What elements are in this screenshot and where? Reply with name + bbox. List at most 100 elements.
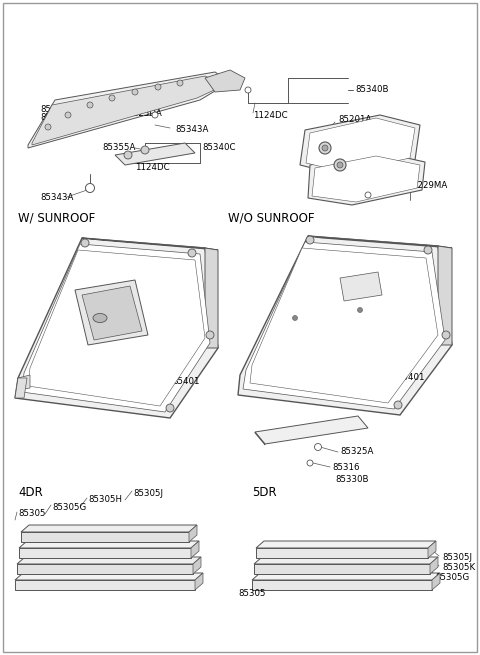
Text: 85305J: 85305J bbox=[442, 553, 472, 563]
Text: 85201A: 85201A bbox=[338, 115, 372, 124]
Polygon shape bbox=[15, 580, 195, 590]
Circle shape bbox=[152, 112, 158, 118]
Circle shape bbox=[292, 316, 298, 320]
Circle shape bbox=[81, 239, 89, 247]
Polygon shape bbox=[19, 541, 199, 548]
Circle shape bbox=[358, 307, 362, 312]
Polygon shape bbox=[308, 152, 425, 205]
Text: 85340C: 85340C bbox=[202, 143, 236, 153]
Circle shape bbox=[124, 151, 132, 159]
Text: 1229MA: 1229MA bbox=[412, 181, 447, 189]
Polygon shape bbox=[432, 573, 440, 590]
Polygon shape bbox=[243, 242, 445, 409]
Text: 85305K: 85305K bbox=[442, 563, 475, 572]
Circle shape bbox=[334, 159, 346, 171]
Polygon shape bbox=[238, 236, 452, 415]
Polygon shape bbox=[21, 525, 197, 532]
Polygon shape bbox=[340, 272, 382, 301]
Circle shape bbox=[307, 460, 313, 466]
Circle shape bbox=[206, 331, 214, 339]
Circle shape bbox=[166, 404, 174, 412]
Polygon shape bbox=[17, 564, 193, 574]
Text: 85202A: 85202A bbox=[362, 143, 396, 151]
Polygon shape bbox=[82, 238, 218, 250]
Circle shape bbox=[337, 162, 343, 168]
Polygon shape bbox=[252, 573, 440, 580]
Polygon shape bbox=[308, 236, 452, 248]
Circle shape bbox=[319, 142, 331, 154]
Polygon shape bbox=[15, 238, 218, 418]
Text: 1124DC: 1124DC bbox=[135, 162, 169, 172]
Polygon shape bbox=[205, 70, 245, 92]
Text: 85350A: 85350A bbox=[40, 105, 73, 115]
Polygon shape bbox=[300, 115, 420, 175]
Polygon shape bbox=[18, 375, 30, 390]
Ellipse shape bbox=[93, 314, 107, 322]
Circle shape bbox=[322, 145, 328, 151]
Polygon shape bbox=[191, 541, 199, 558]
Text: 85235: 85235 bbox=[355, 134, 383, 143]
Text: 85316: 85316 bbox=[332, 462, 360, 472]
Text: 85340B: 85340B bbox=[355, 86, 388, 94]
Circle shape bbox=[245, 87, 251, 93]
Polygon shape bbox=[256, 548, 428, 558]
Text: 85305: 85305 bbox=[238, 588, 266, 597]
Polygon shape bbox=[193, 557, 201, 574]
Text: 85343A: 85343A bbox=[40, 193, 73, 202]
Text: 85305H: 85305H bbox=[88, 495, 122, 504]
Circle shape bbox=[65, 112, 71, 118]
Text: 4DR: 4DR bbox=[18, 487, 43, 500]
Text: — 1125DA: — 1125DA bbox=[116, 109, 162, 117]
Text: W/ SUNROOF: W/ SUNROOF bbox=[18, 212, 95, 225]
Circle shape bbox=[314, 443, 322, 451]
Polygon shape bbox=[22, 244, 210, 412]
Polygon shape bbox=[189, 525, 197, 542]
Text: 85343A: 85343A bbox=[175, 126, 208, 134]
Circle shape bbox=[141, 146, 149, 154]
Polygon shape bbox=[28, 250, 205, 406]
Polygon shape bbox=[17, 557, 201, 564]
Text: 85235: 85235 bbox=[348, 124, 375, 134]
Circle shape bbox=[424, 246, 432, 254]
Polygon shape bbox=[306, 118, 415, 172]
Polygon shape bbox=[252, 580, 432, 590]
Polygon shape bbox=[195, 573, 203, 590]
Text: 85305: 85305 bbox=[18, 510, 46, 519]
Text: 85305J: 85305J bbox=[133, 489, 163, 498]
Text: 85305G: 85305G bbox=[435, 574, 469, 582]
Polygon shape bbox=[312, 156, 420, 202]
Circle shape bbox=[132, 89, 138, 95]
Text: 85401: 85401 bbox=[397, 373, 424, 381]
Polygon shape bbox=[82, 286, 142, 340]
Polygon shape bbox=[21, 532, 189, 542]
Circle shape bbox=[45, 124, 51, 130]
Circle shape bbox=[394, 401, 402, 409]
Polygon shape bbox=[254, 557, 438, 564]
Polygon shape bbox=[255, 432, 265, 445]
Polygon shape bbox=[250, 248, 438, 403]
Polygon shape bbox=[438, 246, 452, 345]
Text: 85305G: 85305G bbox=[52, 502, 86, 512]
Circle shape bbox=[155, 84, 161, 90]
Circle shape bbox=[109, 95, 115, 101]
Circle shape bbox=[306, 236, 314, 244]
Text: 5DR: 5DR bbox=[252, 487, 276, 500]
Circle shape bbox=[188, 249, 196, 257]
Text: 1124DC: 1124DC bbox=[253, 111, 288, 119]
Polygon shape bbox=[115, 143, 195, 165]
Polygon shape bbox=[15, 378, 27, 398]
Text: 85355A: 85355A bbox=[103, 143, 136, 153]
Circle shape bbox=[365, 192, 371, 198]
Circle shape bbox=[177, 80, 183, 86]
Polygon shape bbox=[430, 557, 438, 574]
Text: 85360: 85360 bbox=[40, 113, 68, 122]
Polygon shape bbox=[205, 248, 218, 348]
Polygon shape bbox=[28, 72, 230, 148]
Circle shape bbox=[87, 102, 93, 108]
Polygon shape bbox=[256, 541, 436, 548]
Text: 85330B: 85330B bbox=[335, 474, 369, 483]
Polygon shape bbox=[19, 548, 191, 558]
Polygon shape bbox=[15, 573, 203, 580]
Polygon shape bbox=[254, 564, 430, 574]
Text: 85325A: 85325A bbox=[340, 447, 373, 455]
